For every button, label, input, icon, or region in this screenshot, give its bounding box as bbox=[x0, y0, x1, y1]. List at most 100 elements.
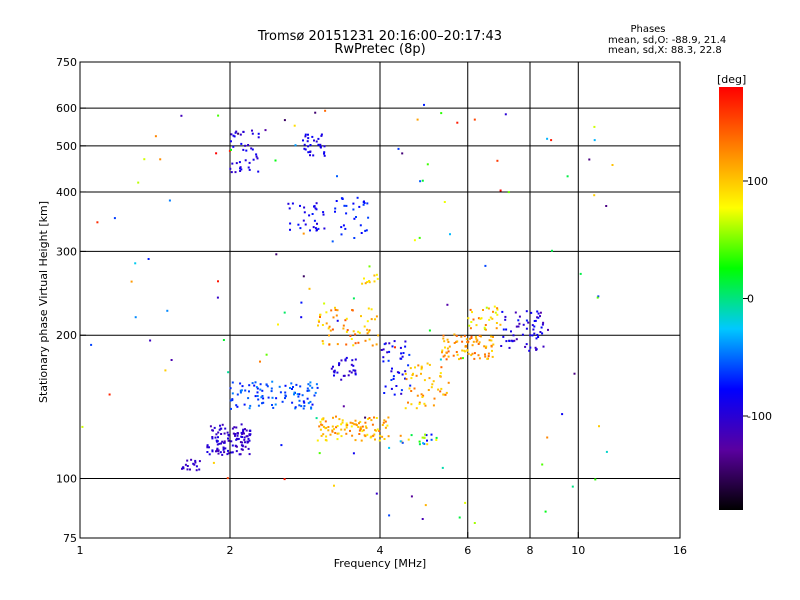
data-point bbox=[317, 227, 320, 230]
data-point bbox=[320, 434, 323, 437]
data-point bbox=[417, 364, 420, 367]
data-point bbox=[137, 181, 140, 184]
data-point bbox=[367, 330, 370, 333]
data-point bbox=[113, 217, 116, 220]
data-point bbox=[441, 351, 443, 354]
x-tick-label: 1 bbox=[77, 544, 84, 557]
data-point bbox=[407, 401, 409, 404]
data-point bbox=[81, 425, 84, 428]
data-point bbox=[217, 449, 220, 452]
colorbar-tick-label: -100 bbox=[747, 410, 772, 423]
data-point bbox=[395, 385, 398, 387]
data-point bbox=[365, 426, 368, 429]
data-point bbox=[428, 377, 431, 380]
data-point bbox=[390, 370, 393, 373]
data-point bbox=[299, 385, 302, 388]
data-point bbox=[345, 422, 348, 425]
data-point bbox=[251, 129, 253, 132]
y-axis-label: Stationary phase Virtual Height [km] bbox=[37, 201, 50, 403]
data-point bbox=[401, 373, 404, 376]
data-point bbox=[222, 339, 225, 341]
data-point bbox=[333, 484, 335, 487]
x-tick-label: 2 bbox=[227, 544, 234, 557]
data-point bbox=[485, 345, 488, 348]
data-point bbox=[346, 329, 349, 332]
data-point bbox=[309, 154, 311, 157]
data-point bbox=[257, 136, 260, 139]
data-point bbox=[465, 345, 468, 348]
data-point bbox=[446, 338, 449, 341]
data-point bbox=[442, 355, 445, 358]
data-point bbox=[521, 333, 524, 336]
y-tick-label: 500 bbox=[56, 140, 77, 153]
data-point bbox=[447, 350, 450, 353]
data-point bbox=[393, 393, 396, 396]
data-point bbox=[366, 433, 369, 436]
data-point bbox=[471, 311, 473, 314]
data-point bbox=[405, 378, 408, 381]
data-point bbox=[495, 322, 498, 324]
data-point bbox=[491, 317, 494, 320]
data-point bbox=[343, 204, 346, 207]
data-point bbox=[431, 383, 434, 386]
data-point bbox=[350, 338, 353, 340]
data-point bbox=[467, 352, 470, 355]
data-point bbox=[435, 439, 438, 441]
data-point bbox=[231, 444, 234, 447]
data-point bbox=[517, 325, 520, 328]
data-point bbox=[409, 384, 412, 387]
data-point bbox=[529, 334, 532, 337]
data-point bbox=[300, 405, 303, 408]
data-point bbox=[310, 407, 313, 410]
data-point bbox=[440, 366, 443, 369]
data-point bbox=[195, 465, 198, 468]
data-point bbox=[439, 375, 442, 378]
data-point bbox=[226, 453, 229, 456]
data-point bbox=[234, 433, 237, 435]
data-point bbox=[193, 463, 196, 466]
data-point bbox=[208, 453, 211, 456]
data-point bbox=[448, 345, 451, 348]
data-point bbox=[352, 364, 355, 367]
data-point bbox=[90, 343, 93, 346]
data-point bbox=[217, 452, 220, 455]
data-point bbox=[306, 140, 309, 143]
data-point bbox=[314, 391, 317, 394]
data-point bbox=[374, 429, 377, 432]
data-point bbox=[382, 348, 385, 351]
data-point bbox=[473, 352, 476, 355]
legend-line-o: mean, sd,O: -88.9, 21.4 bbox=[608, 35, 726, 46]
data-point bbox=[384, 426, 387, 429]
data-point bbox=[130, 280, 133, 283]
data-point bbox=[335, 426, 338, 429]
data-point bbox=[341, 421, 344, 424]
data-point bbox=[514, 311, 517, 314]
data-point bbox=[316, 222, 318, 225]
data-point bbox=[421, 396, 424, 398]
data-point bbox=[359, 420, 362, 423]
data-point bbox=[410, 495, 413, 498]
data-point bbox=[246, 440, 249, 443]
data-point bbox=[382, 360, 385, 363]
data-point bbox=[303, 147, 306, 150]
data-point bbox=[404, 345, 407, 348]
data-point bbox=[490, 344, 493, 347]
data-point bbox=[306, 387, 309, 390]
data-point bbox=[327, 327, 330, 330]
data-point bbox=[347, 374, 350, 377]
data-point bbox=[410, 390, 413, 392]
data-point bbox=[239, 167, 241, 170]
data-point bbox=[470, 335, 473, 338]
data-point bbox=[413, 239, 416, 242]
data-point bbox=[319, 143, 322, 146]
data-point bbox=[239, 441, 242, 444]
data-point bbox=[473, 357, 476, 360]
data-point bbox=[324, 109, 327, 112]
data-point bbox=[458, 358, 460, 361]
data-point bbox=[235, 445, 238, 448]
data-point bbox=[309, 150, 312, 153]
data-point bbox=[410, 434, 413, 437]
data-point bbox=[239, 382, 242, 385]
data-point bbox=[513, 339, 516, 342]
